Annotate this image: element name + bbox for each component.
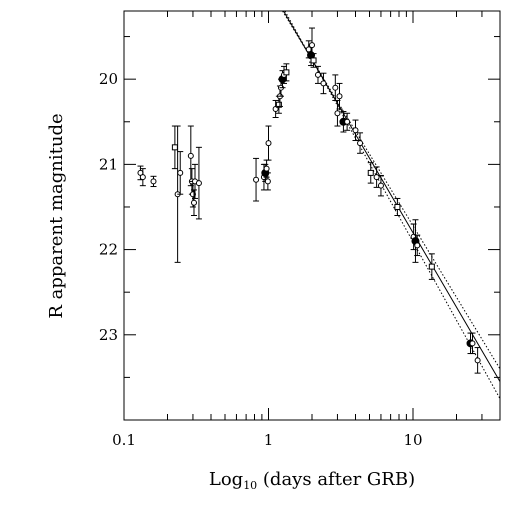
tick-labels: 0.1 1 10 20 21 22 23 [99,70,423,449]
circle-marker [373,174,380,181]
circle-marker [332,84,339,91]
x-axis-label-prefix: Log [209,469,243,490]
circle-marker [263,165,270,172]
data-point [474,347,481,374]
data-point [253,157,260,202]
square-marker [428,263,435,270]
circle-marker [469,340,476,347]
circle-marker [195,180,202,187]
circle-marker [177,169,184,176]
x-axis-label-subscript: 10 [243,479,257,492]
y-tick-label: 22 [99,241,118,259]
plot-frame [123,10,501,421]
y-tick-label: 20 [99,70,118,88]
square-marker [275,101,282,108]
data-point [190,189,197,216]
x-tick-label: 0.1 [112,431,136,449]
data-point [414,234,421,257]
data-point [428,253,435,280]
x-axis-label-suffix: (days after GRB) [257,469,415,490]
data-point [320,72,327,95]
circle-marker [253,176,260,183]
axis-ticks [123,11,501,420]
data-point [357,132,364,154]
square-marker [171,144,178,151]
data-point [177,151,184,195]
circle-marker [334,110,341,117]
data-point [469,332,476,355]
data-point [394,197,401,216]
square-marker [367,169,374,176]
data-point [139,168,146,187]
y-tick-label: 21 [99,155,118,173]
circle-marker [187,152,194,159]
data-point [377,174,384,197]
data-point [336,82,343,110]
circle-marker [344,118,351,125]
data-points [137,27,481,374]
fit-lines [282,11,500,399]
data-point [310,53,317,68]
data-point [171,125,178,170]
y-tick-label: 23 [99,326,118,344]
data-point [344,112,351,131]
data-point [265,125,272,161]
x-axis-label: Log10 (days after GRB) [209,469,415,492]
circle-marker [272,105,279,112]
circle-marker [314,71,321,78]
y-axis-label: R apparent magnitude [46,113,67,318]
circle-marker [320,80,327,87]
circle-marker [309,42,315,49]
circle-marker [474,357,481,364]
data-point [367,162,374,184]
circle-marker [264,178,271,185]
circle-marker [377,182,384,189]
square-marker [283,69,290,76]
circle-marker [414,242,421,249]
data-point [195,146,202,220]
data-point [272,99,279,119]
square-marker [310,57,317,64]
square-marker [394,203,401,210]
data-point [352,119,359,142]
circle-marker [190,199,197,206]
circle-marker [357,140,364,147]
circle-marker [150,178,157,185]
x-tick-label: 1 [264,431,274,449]
data-point [264,172,271,191]
data-point [150,175,157,188]
data-point [334,99,341,127]
circle-marker [336,93,343,100]
data-point [314,65,321,84]
data-point [187,125,194,187]
circle-marker [352,127,359,134]
x-tick-label: 10 [403,431,422,449]
circle-marker [265,140,272,147]
data-point [373,166,380,188]
circle-marker [139,174,146,181]
data-point [283,63,290,82]
